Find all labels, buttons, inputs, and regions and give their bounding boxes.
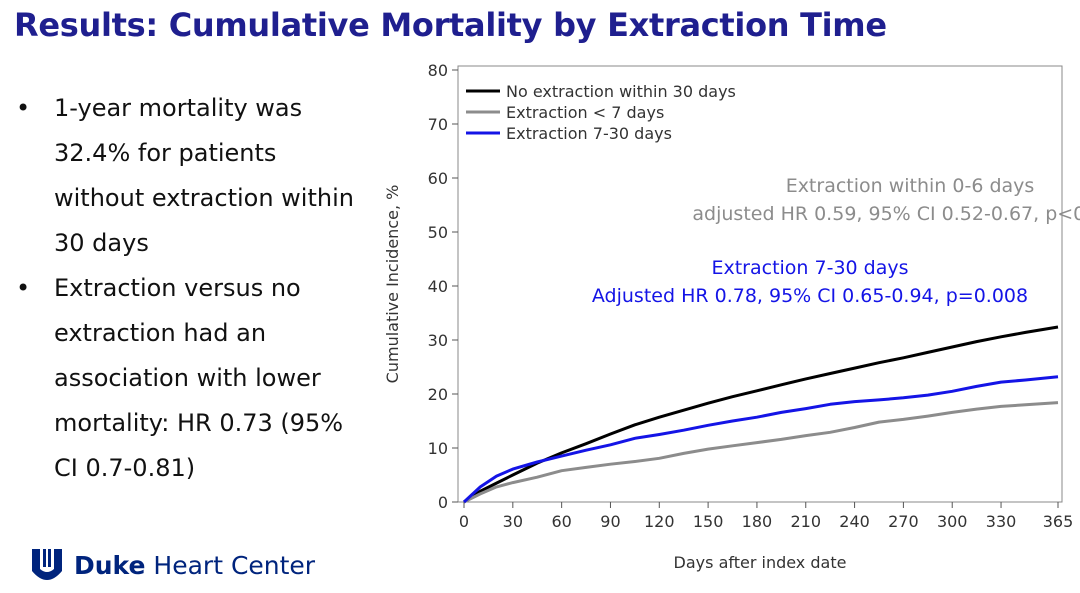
annotation-line: Adjusted HR 0.78, 95% CI 0.65-0.94, p=0.… xyxy=(592,285,1028,307)
plot-frame xyxy=(457,65,1063,503)
cumulative-mortality-chart: 0 10 20 30 40 50 60 70 80 0 30 60 90 120 150 180 210 240 2… xyxy=(383,61,1080,572)
y-tick-label: 0 xyxy=(438,493,448,512)
series-line-no-extraction-within-30-days xyxy=(463,325,1059,504)
logo-brand: Duke xyxy=(74,550,146,580)
x-tick-label: 210 xyxy=(790,512,821,531)
x-tick-label: 365 xyxy=(1043,512,1074,531)
x-tick-label: 180 xyxy=(742,512,773,531)
legend-label: Extraction 7-30 days xyxy=(506,124,672,143)
legend-label: Extraction < 7 days xyxy=(506,103,664,122)
x-tick-label: 330 xyxy=(986,512,1017,531)
y-tick-label: 10 xyxy=(428,439,448,458)
bullet-dot: • xyxy=(16,274,31,302)
x-tick-label: 120 xyxy=(644,512,675,531)
annotation-line: Extraction 7-30 days xyxy=(711,257,908,279)
x-tick-label: 90 xyxy=(600,512,620,531)
logo-text: Duke Heart Center xyxy=(74,551,315,580)
x-tick-label: 300 xyxy=(937,512,968,531)
y-tick-label: 30 xyxy=(428,331,448,350)
series-line-extraction-7-days xyxy=(463,401,1059,504)
y-tick-label: 40 xyxy=(428,277,448,296)
x-axis-label: Days after index date xyxy=(674,553,847,572)
bullet-item: • Extraction versus no extraction had an… xyxy=(14,266,359,491)
duke-chapel-icon xyxy=(32,549,62,580)
bullet-item: • 1-year mortality was 32.4% for patient… xyxy=(14,86,359,266)
x-tick-label: 240 xyxy=(839,512,870,531)
logo-rest: Heart Center xyxy=(145,550,316,580)
annotation-line: adjusted HR 0.59, 95% CI 0.52-0.67, p<0.… xyxy=(692,203,1080,225)
y-tick-label: 50 xyxy=(428,223,448,242)
y-tick-label: 70 xyxy=(428,115,448,134)
y-axis-label: Cumulative Incidence, % xyxy=(383,185,402,384)
bullet-dot: • xyxy=(16,94,31,122)
y-tick-label: 80 xyxy=(428,61,448,80)
series-line-extraction-7-30-days xyxy=(462,375,1059,504)
annotation-line: Extraction within 0-6 days xyxy=(786,175,1035,197)
x-tick-label: 270 xyxy=(888,512,919,531)
x-tick-label: 0 xyxy=(459,512,469,531)
y-tick-label: 60 xyxy=(428,169,448,188)
bullet-list: • 1-year mortality was 32.4% for patient… xyxy=(14,86,359,491)
duke-heart-center-logo: Duke Heart Center xyxy=(30,545,315,585)
y-tick-label: 20 xyxy=(428,385,448,404)
x-tick-label: 150 xyxy=(693,512,724,531)
legend-label: No extraction within 30 days xyxy=(506,82,736,101)
bullet-text: Extraction versus no extraction had an a… xyxy=(54,274,344,482)
slide-title: Results: Cumulative Mortality by Extract… xyxy=(14,6,887,44)
x-tick-label: 30 xyxy=(503,512,523,531)
x-tick-label: 60 xyxy=(551,512,571,531)
bullet-text: 1-year mortality was 32.4% for patients … xyxy=(54,94,354,257)
